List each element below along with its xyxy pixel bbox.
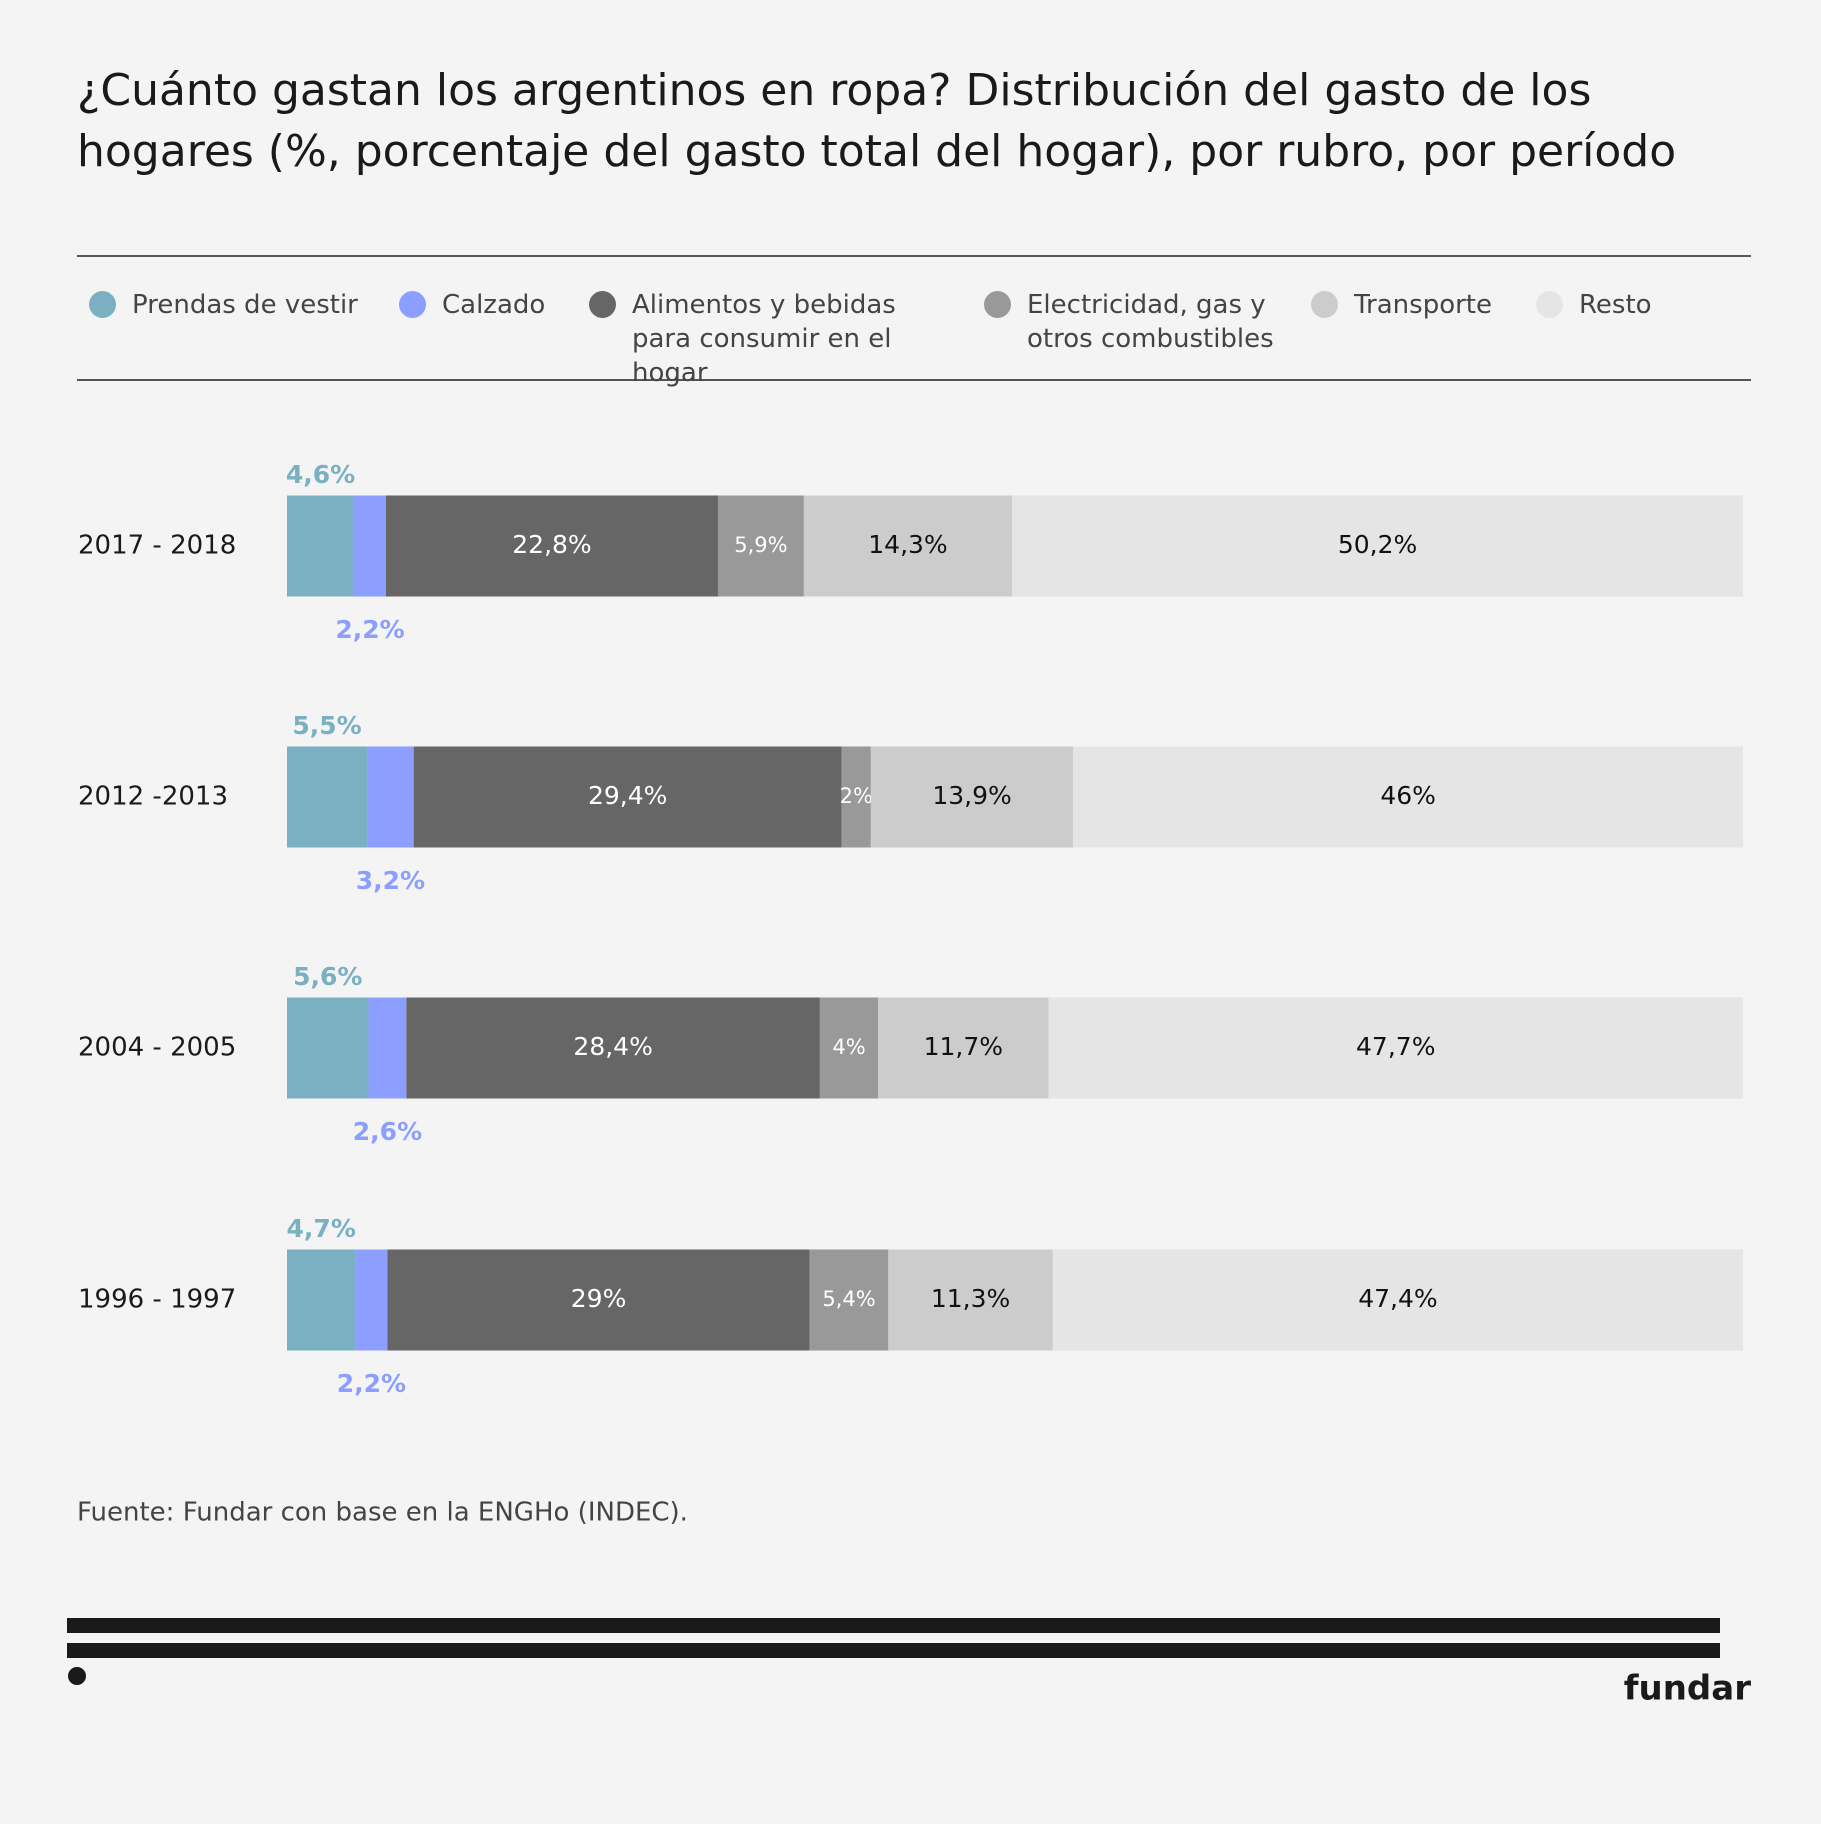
bar-segment [841, 746, 871, 848]
legend-item: Alimentos y bebidas para consumir en el … [589, 288, 962, 390]
data-label: 2% [840, 784, 873, 808]
bar-segment [368, 997, 407, 1099]
bar-segment [1052, 1249, 1743, 1351]
legend-label: Calzado [442, 290, 546, 320]
data-label: 2,6% [353, 1117, 422, 1146]
bar-segment [406, 997, 820, 1099]
bar-segment [355, 1249, 388, 1351]
data-label: 47,7% [1356, 1032, 1435, 1061]
bar-segment [1073, 746, 1743, 848]
data-label: 4% [832, 1035, 865, 1059]
bar-segment [367, 746, 414, 848]
decor-dot [68, 1667, 86, 1685]
bar-segment [888, 1249, 1053, 1351]
bar-segment [287, 1249, 356, 1351]
data-label: 46% [1380, 781, 1436, 810]
bar-segment [819, 997, 879, 1099]
bar-segment [287, 997, 369, 1099]
legend-swatch [399, 291, 426, 318]
data-label: 2,2% [337, 1369, 406, 1398]
brand: fundar [1624, 1669, 1751, 1709]
y-tick-label: 2017 - 2018 [78, 531, 236, 561]
data-label: 13,9% [932, 781, 1011, 810]
legend-label: Alimentos y bebidas para consumir en el … [632, 290, 896, 388]
legend-label: Electricidad, gas y otros combustibles [1027, 290, 1274, 354]
data-label: 5,5% [292, 711, 361, 740]
data-label: 47,4% [1358, 1284, 1437, 1313]
data-label: 2,2% [335, 615, 404, 644]
decor-bar [67, 1618, 1720, 1633]
bar-segment [1048, 997, 1743, 1099]
bar-segment [287, 495, 354, 597]
bar-segment [387, 1249, 810, 1351]
bar-segment [353, 495, 387, 597]
legend-label: Transporte [1354, 290, 1492, 320]
y-tick-label: 2012 -2013 [78, 782, 228, 812]
data-label: 5,4% [822, 1287, 875, 1311]
bar-segment [809, 1249, 889, 1351]
legend-item: Resto [1536, 288, 1699, 322]
legend-item: Prendas de vestir [89, 288, 372, 322]
legend-swatch [589, 291, 616, 318]
data-label: 22,8% [512, 530, 591, 559]
y-tick-label: 2004 - 2005 [78, 1033, 236, 1063]
data-label: 4,6% [286, 460, 355, 489]
bar-segment [878, 997, 1049, 1099]
bar-segment [717, 495, 804, 597]
data-label: 14,3% [868, 530, 947, 559]
bar-segment [803, 495, 1013, 597]
data-label: 29% [571, 1284, 627, 1313]
bar-segment [287, 746, 368, 848]
data-label: 4,7% [287, 1214, 356, 1243]
legend-swatch [984, 291, 1011, 318]
data-label: 5,6% [293, 962, 362, 991]
data-label: 5,9% [734, 533, 787, 557]
decor-bar [67, 1643, 1720, 1658]
data-label: 11,7% [924, 1032, 1003, 1061]
chart-title: ¿Cuánto gastan los argentinos en ropa? D… [77, 65, 1677, 177]
bar-segment [1012, 495, 1743, 597]
data-label: 50,2% [1338, 530, 1417, 559]
legend-item: Electricidad, gas y otros combustibles [984, 288, 1287, 356]
data-label: 3,2% [356, 866, 425, 895]
legend-item: Calzado [399, 288, 562, 322]
legend-swatch [89, 291, 116, 318]
y-tick-label: 1996 - 1997 [78, 1285, 236, 1315]
legend-label: Prendas de vestir [132, 290, 358, 320]
legend-swatch [1311, 291, 1338, 318]
bar-segment [413, 746, 842, 848]
legend-item: Transporte [1311, 288, 1534, 322]
legend-swatch [1536, 291, 1563, 318]
source: Fuente: Fundar con base en la ENGHo (IND… [77, 1498, 688, 1528]
data-label: 11,3% [931, 1284, 1010, 1313]
bar-segment [386, 495, 718, 597]
bar-segment [870, 746, 1074, 848]
data-label: 29,4% [588, 781, 667, 810]
data-label: 28,4% [573, 1032, 652, 1061]
legend-label: Resto [1579, 290, 1652, 320]
